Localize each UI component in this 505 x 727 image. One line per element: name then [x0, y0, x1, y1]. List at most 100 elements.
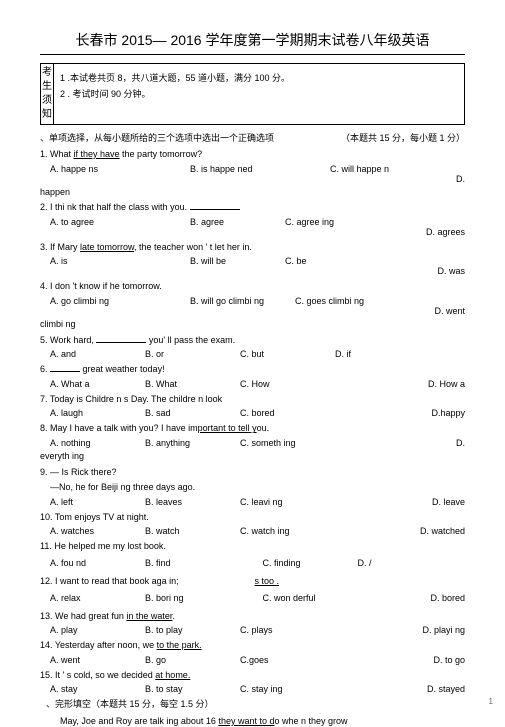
q-underline: portant to tell y	[198, 423, 257, 433]
q-text: 15. It ' s cold, so we decided	[40, 670, 155, 680]
blank	[96, 334, 146, 343]
opt-d: D.	[50, 174, 465, 184]
q1-cont: happen	[40, 186, 465, 199]
opt-d: D. bored	[358, 593, 466, 603]
opt-b: B. is happe ned	[190, 164, 330, 174]
q-text: 2. I thi nk that half the class with you…	[40, 202, 190, 212]
question-9a: 9. — Is Rick there?	[40, 466, 465, 479]
question-10: 10. Tom enjoys TV at night.	[40, 511, 465, 524]
question-6: 6. great weather today!	[40, 363, 465, 376]
row-12-opts: A. relax B. bori ng C. won derful D. bor…	[40, 591, 465, 607]
question-5: 5. Work hard, you' ll pass the exam.	[40, 334, 465, 347]
blank	[190, 201, 240, 210]
opt-b: B. anything	[145, 438, 240, 448]
opt-b: B. bori ng	[145, 593, 240, 603]
opt-a: A. relax	[50, 593, 145, 603]
notice-line: 1 .本试卷共页 8，共八道大题，55 道小题，满分 100 分。	[60, 70, 458, 86]
page-number: 1	[489, 697, 493, 706]
notice-line: 2 . 考试时间 90 分钟。	[60, 86, 458, 102]
opt-b: B. will be	[190, 256, 285, 266]
q-underline: s too .	[255, 576, 280, 586]
opt-d: D.	[335, 438, 465, 448]
opt-b: B. leaves	[145, 497, 240, 507]
question-7: 7. Today is Childre n s Day. The childre…	[40, 393, 465, 406]
options-1: A. happe ns B. is happe ned C. will happ…	[50, 164, 465, 184]
options-15: A. stay B. to stay C. stay ing D. stayed	[50, 684, 465, 694]
q-text: 13. We had great fun	[40, 611, 126, 621]
q-text: o whe n they grow	[274, 716, 347, 726]
options-11-right: C. finding D. /	[263, 558, 466, 568]
opt-a: A. fou nd	[50, 558, 145, 568]
opt-c: C. How	[240, 379, 335, 389]
options-3: A. is B. will be C. be D. was	[50, 256, 465, 276]
opt-d: D. watched	[335, 526, 465, 536]
q-text: ou.	[257, 423, 270, 433]
opt-c: C. won derful	[263, 593, 358, 603]
opt-c: C. goes climbi ng	[295, 296, 400, 306]
q-underline: to the park.	[157, 640, 202, 650]
opt-a: A. and	[50, 349, 145, 359]
opt-a: A. stay	[50, 684, 145, 694]
q-text: May, Joe and Roy are talk ing about 16	[60, 716, 218, 726]
opt-c: C. stay ing	[240, 684, 335, 694]
q8-cont: everyth ing	[40, 450, 465, 463]
opt-b: B. to stay	[145, 684, 240, 694]
side-char: 生	[41, 80, 53, 94]
opt-a: A. went	[50, 655, 145, 665]
opt-d: D. was	[50, 266, 465, 276]
opt-c: C. be	[285, 256, 380, 266]
question-8: 8. May I have a talk with you? I have im…	[40, 422, 465, 435]
options-6: A. What a B. What C. How D. How a	[50, 379, 465, 389]
opt-c: C.goes	[240, 655, 335, 665]
question-9b: —No, he for Beiji ng three days ago.	[50, 481, 465, 494]
notice-body: 1 .本试卷共页 8，共八道大题，55 道小题，满分 100 分。 2 . 考试…	[54, 63, 465, 125]
question-13: 13. We had great fun in the water.	[40, 610, 465, 623]
q4-cont: climbi ng	[40, 318, 465, 331]
opt-d: D. playi ng	[335, 625, 465, 635]
q-text: 1. What	[40, 149, 74, 159]
question-3: 3. If Mary late tomorrow, the teacher wo…	[40, 241, 465, 254]
opt-a: A. What a	[50, 379, 145, 389]
q-text: you' ll pass the exam.	[146, 335, 235, 345]
question-14: 14. Yesterday after noon, we to the park…	[40, 639, 465, 652]
options-8: A. nothing B. anything C. someth ing D.	[50, 438, 465, 448]
options-4: A. go climbi ng B. will go climbi ng C. …	[50, 296, 465, 316]
opt-d: D. stayed	[335, 684, 465, 694]
question-2: 2. I thi nk that half the class with you…	[40, 201, 465, 214]
question-12: 12. I want to read that book aga in;	[40, 575, 251, 588]
opt-c: C. bored	[240, 408, 335, 418]
opt-b: B. What	[145, 379, 240, 389]
side-char: 考	[41, 66, 53, 80]
section-1-heading: 、单项选择，从每小题所给的三个选项中选出一个正确选项 （本题共 15 分，每小题…	[40, 131, 465, 144]
opt-a: A. happe ns	[50, 164, 190, 174]
side-char: 知	[41, 108, 53, 122]
opt-d: D. /	[358, 558, 453, 568]
q-text: .	[172, 611, 175, 621]
options-10: A. watches B. watch C. watch ing D. watc…	[50, 526, 465, 536]
opt-b: B. agree	[190, 217, 285, 227]
opt-d: D.happy	[335, 408, 465, 418]
opt-a: A. play	[50, 625, 145, 635]
opt-d: D. to go	[335, 655, 465, 665]
options-12-left: A. relax B. bori ng	[50, 593, 253, 603]
options-13: A. play B. to play C. plays D. playi ng	[50, 625, 465, 635]
opt-a: A. nothing	[50, 438, 145, 448]
blank	[50, 363, 80, 372]
opt-c: C. leavi ng	[240, 497, 335, 507]
opt-a: A. laugh	[50, 408, 145, 418]
opt-c: C. will happe n	[330, 164, 425, 174]
section-left: 、单项选择，从每小题所给的三个选项中选出一个正确选项	[40, 131, 274, 144]
q-text: , the teacher won ' t let her in.	[134, 242, 252, 252]
exam-notice: 考 生 须 知 1 .本试卷共页 8，共八道大题，55 道小题，满分 100 分…	[40, 63, 465, 125]
q-text: great weather today!	[80, 364, 165, 374]
q-underline: they want to d	[218, 716, 274, 726]
q-underline: at home.	[155, 670, 190, 680]
question-15: 15. It ' s cold, so we decided at home.	[40, 669, 465, 682]
q-text: 3. If Mary	[40, 242, 80, 252]
opt-c: C. someth ing	[240, 438, 335, 448]
options-11: A. fou nd B. find	[50, 558, 253, 568]
options-12-right: C. won derful D. bored	[263, 593, 466, 603]
q-underline: late tomorrow	[80, 242, 134, 252]
opt-b: B. watch	[145, 526, 240, 536]
row-11-12: A. fou nd B. find C. finding D. /	[40, 556, 465, 572]
